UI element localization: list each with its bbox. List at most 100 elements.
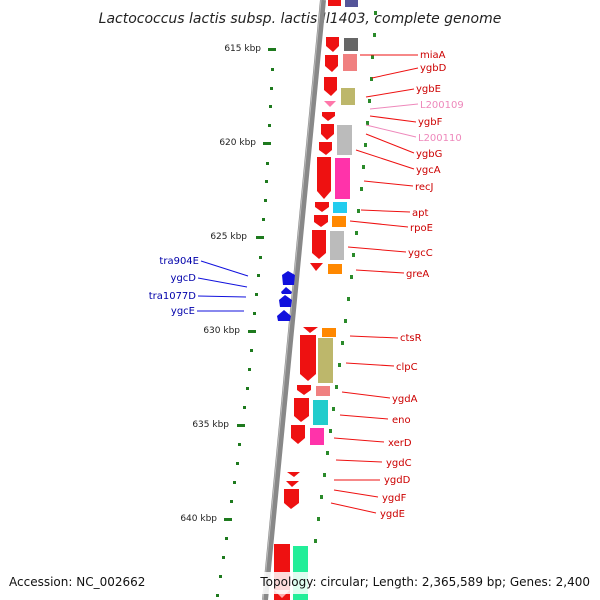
forward-gene-arrow[interactable] — [286, 481, 299, 487]
scale-minor-tick — [255, 293, 258, 296]
ring-dot — [335, 385, 338, 389]
forward-gene-arrow[interactable] — [291, 425, 305, 444]
gene-label[interactable]: eno — [392, 415, 411, 426]
scale-minor-tick — [238, 443, 241, 446]
gene-label[interactable]: L200110 — [418, 133, 462, 144]
cog-block[interactable] — [310, 428, 324, 445]
reverse-gene-arrow[interactable] — [279, 295, 292, 307]
forward-gene-arrow[interactable] — [322, 112, 335, 121]
scale-minor-tick — [268, 124, 271, 127]
cog-block[interactable] — [341, 88, 355, 105]
forward-gene-arrow[interactable] — [314, 215, 328, 227]
leader-line — [333, 437, 385, 443]
forward-gene-arrow[interactable] — [325, 55, 338, 72]
scale-label: 630 kbp — [203, 326, 240, 336]
cog-block[interactable] — [330, 231, 344, 260]
ring-dot — [357, 209, 360, 213]
ring-dot — [350, 275, 353, 279]
scale-minor-tick — [243, 406, 246, 409]
gene-label[interactable]: ygbG — [416, 149, 442, 160]
left-gene-labels: tra904E ygcD tra1077D ygcE — [149, 256, 249, 317]
cog-block[interactable] — [345, 0, 358, 7]
gene-label[interactable]: ygcA — [416, 165, 441, 176]
scale-minor-tick — [253, 312, 256, 315]
gene-label[interactable]: ygdE — [380, 509, 405, 520]
reverse-gene-arrow[interactable] — [281, 287, 292, 294]
scale-minor-tick — [270, 87, 273, 90]
scale-label: 625 kbp — [210, 232, 247, 242]
leader-line — [341, 391, 391, 399]
forward-gene-arrow[interactable] — [326, 37, 339, 52]
scale-minor-tick — [216, 594, 219, 597]
scale-minor-tick — [271, 68, 274, 71]
gene-label[interactable]: ygbF — [418, 117, 443, 128]
forward-gene-arrow[interactable] — [303, 327, 318, 333]
footer-background — [260, 572, 600, 594]
forward-gene-arrow[interactable] — [317, 157, 331, 199]
gene-label[interactable]: recJ — [415, 182, 434, 193]
gene-label[interactable]: tra1077D — [149, 291, 197, 302]
cog-block[interactable] — [322, 328, 336, 337]
gene-label[interactable]: ygdA — [392, 394, 418, 405]
forward-gene-arrow[interactable] — [294, 398, 309, 422]
forward-gene-arrow[interactable] — [300, 335, 316, 381]
gene-label[interactable]: clpC — [396, 362, 418, 373]
cog-block[interactable] — [313, 400, 328, 425]
forward-gene-arrow[interactable] — [297, 385, 311, 395]
cog-block[interactable] — [335, 158, 350, 199]
gene-label[interactable]: ygdC — [386, 458, 412, 469]
gene-label[interactable]: ctsR — [400, 333, 422, 344]
scale-major-tick — [224, 518, 232, 521]
gene-label[interactable]: apt — [412, 208, 428, 219]
ring-dot — [326, 451, 329, 455]
cog-block[interactable] — [332, 216, 346, 227]
ring-dot — [347, 297, 350, 301]
cog-block[interactable] — [337, 125, 352, 155]
gene-label[interactable]: rpoE — [410, 223, 433, 234]
gene-label[interactable]: ygcE — [171, 306, 195, 317]
gene-label[interactable]: ygcD — [171, 273, 197, 284]
gene-label[interactable]: ygdF — [382, 493, 407, 504]
ring-dot — [314, 539, 317, 543]
gene-label[interactable]: L200109 — [420, 100, 464, 111]
gene-label[interactable]: miaA — [420, 50, 446, 61]
ring-dot — [374, 11, 377, 15]
gene-label[interactable]: ygbE — [416, 84, 441, 95]
gene-label[interactable]: greA — [406, 269, 429, 280]
page-title: Lactococcus lactis subsp. lactis Il1403,… — [99, 11, 502, 27]
forward-gene-arrow[interactable] — [284, 489, 299, 509]
reverse-gene-arrow[interactable] — [277, 310, 291, 321]
forward-gene-arrow[interactable] — [287, 472, 300, 477]
forward-gene-arrow[interactable] — [315, 202, 329, 212]
gene-label[interactable]: tra904E — [159, 256, 199, 267]
gene-label[interactable]: xerD — [388, 438, 412, 449]
leader-line — [369, 103, 419, 110]
gene-label[interactable]: ygcC — [408, 248, 433, 259]
reverse-gene-arrow[interactable] — [282, 271, 295, 285]
forward-gene-arrow[interactable] — [324, 77, 337, 96]
forward-gene-arrow[interactable] — [324, 101, 336, 107]
scale-minor-tick — [233, 481, 236, 484]
cog-block[interactable] — [344, 38, 358, 51]
cog-block[interactable] — [333, 202, 347, 213]
forward-gene-arrow[interactable] — [321, 124, 334, 140]
ring-dot — [323, 473, 326, 477]
cog-block[interactable] — [316, 386, 330, 396]
ring-dot — [364, 143, 367, 147]
scale-minor-tick — [262, 218, 265, 221]
ring-dot — [317, 517, 320, 521]
forward-gene-arrow[interactable] — [312, 230, 326, 259]
cog-block[interactable] — [328, 264, 342, 274]
gene-label[interactable]: ygdD — [384, 475, 411, 486]
forward-gene-arrow[interactable] — [328, 0, 341, 6]
leader-line — [365, 124, 417, 138]
cog-block[interactable] — [343, 54, 357, 71]
forward-gene-arrow[interactable] — [310, 263, 323, 271]
gene-label[interactable]: ygbD — [420, 63, 447, 74]
forward-gene-arrow[interactable] — [319, 142, 332, 155]
cog-block[interactable] — [318, 338, 333, 383]
scale-major-tick — [256, 236, 264, 239]
leader-line — [197, 277, 248, 288]
